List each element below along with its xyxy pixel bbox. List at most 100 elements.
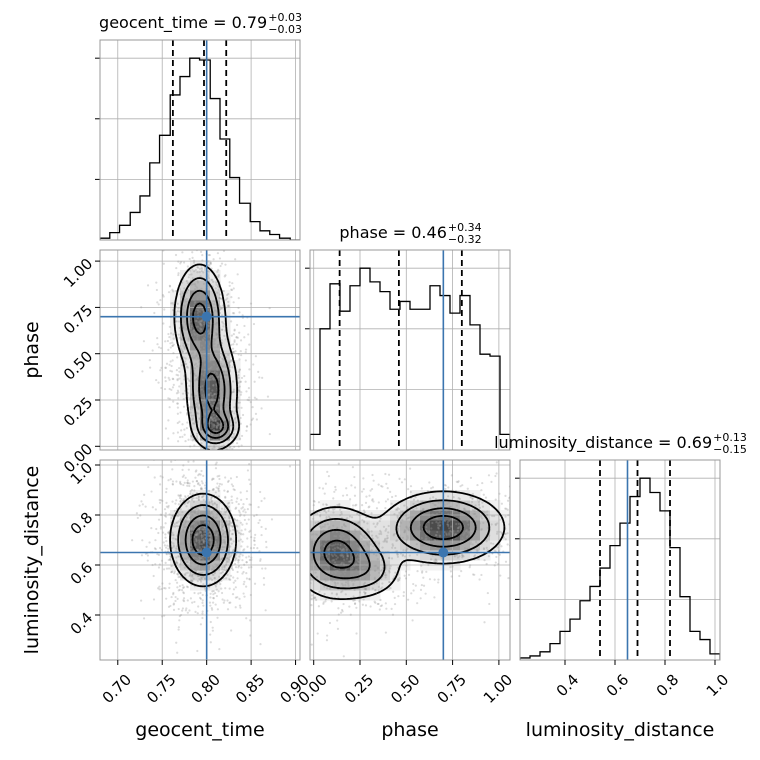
sample-point [404,570,408,573]
sample-point [323,592,326,596]
ytick-label-phase-2: 0.50 [60,347,96,383]
sample-point [245,572,248,575]
sample-point [211,447,214,450]
sample-point [226,382,229,386]
sample-point [437,501,440,504]
xtick-label-luminosity_distance-2: 0.8 [653,671,683,701]
sample-point [373,569,377,572]
sample-point [196,403,199,406]
sample-point [238,385,241,388]
sample-point [434,539,437,542]
sample-point [167,605,171,608]
sample-point [221,431,224,434]
sample-point [202,558,205,561]
sample-point [211,515,215,518]
sample-point [530,524,532,526]
sample-point [243,324,246,328]
ytick-label-phase-1: 0.25 [60,394,96,430]
sample-point [211,434,214,437]
sample-point [412,508,415,512]
sample-point [197,592,200,595]
sample-point [218,485,221,488]
sample-point [193,521,196,524]
sample-point [218,400,221,403]
sample-point [172,545,175,548]
sample-point [368,494,371,497]
sample-point [152,598,156,601]
sample-point [323,578,326,581]
sample-point [228,587,231,590]
sample-point [158,585,161,588]
sample-point [200,561,203,564]
sample-point [427,563,430,567]
sample-point [504,560,508,563]
sample-point [197,474,200,477]
sample-point [211,456,213,458]
sample-point [235,557,238,560]
hist-frame-luminosity_distance [519,459,721,661]
sample-point [474,504,477,507]
sample-point [471,543,474,546]
sample-point [190,327,193,330]
sample-point [433,596,436,599]
sample-point [216,336,219,339]
sample-point [431,502,435,505]
sample-point [172,343,175,346]
sample-point [213,529,216,532]
sample-point [178,435,182,439]
sample-point [172,377,175,381]
sample-point [363,536,366,540]
sample-point [233,340,236,343]
sample-point [245,561,248,564]
sample-point [411,527,414,531]
sample-point [141,539,144,542]
sample-point [172,432,175,435]
sample-point [175,641,178,644]
sample-point [355,632,358,635]
sample-point [312,533,315,536]
ytick-label-phase-4: 1.00 [60,255,96,291]
sample-point [195,533,198,537]
sample-point [194,533,197,537]
sample-point [232,488,235,491]
sample-point [243,518,246,522]
sample-point [241,506,244,509]
density-cell [440,530,451,541]
sample-point [182,497,186,501]
sample-point [505,507,508,510]
sample-point [504,507,507,510]
sample-point [182,542,185,545]
density-cell [400,550,411,561]
sample-point [402,591,405,594]
sample-point [200,388,203,391]
density-cell [190,280,201,291]
sample-point [221,548,224,551]
sample-point [229,419,232,422]
sample-point [471,497,474,500]
sample-point [374,564,378,567]
sample-point [396,506,399,510]
density-cell [390,520,401,531]
sample-point [416,602,419,605]
sample-point [471,492,475,496]
sample-point [199,487,203,491]
sample-point [207,325,210,328]
sample-point [328,570,331,573]
sample-point [419,588,423,591]
sample-point [234,579,237,582]
sample-point [241,523,244,526]
density-cell [350,580,361,591]
sample-point [317,501,321,504]
sample-point [454,546,458,550]
sample-point [222,546,225,549]
sample-point [218,373,222,377]
sample-point [186,479,189,482]
sample-point [447,495,450,498]
sample-point [434,539,437,543]
sample-point [213,546,216,550]
sample-point [303,494,305,496]
sample-point [229,522,232,525]
sample-point [221,566,224,569]
sample-point [229,361,232,364]
sample-point [238,368,241,371]
